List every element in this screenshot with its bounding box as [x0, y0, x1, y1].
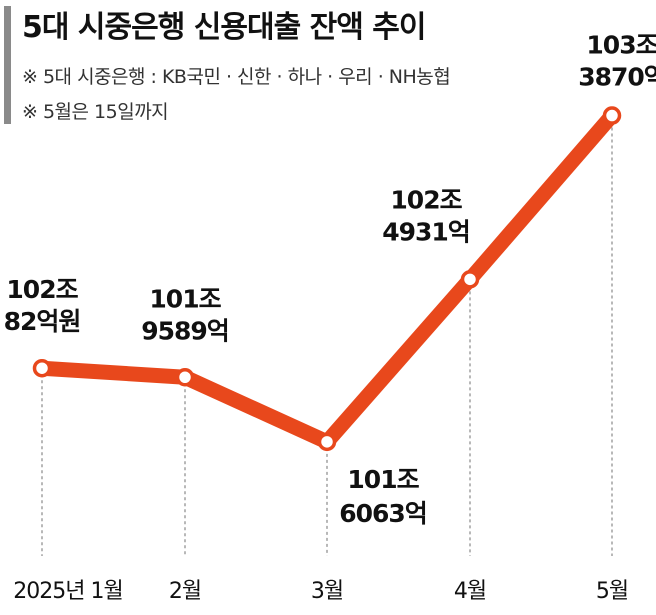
data-label: 102조 82억원: [4, 275, 82, 336]
data-label-trillion: 101조: [149, 284, 221, 313]
x-tick-label: 5월: [596, 579, 628, 604]
x-axis-labels: 2025년 1월 2월 3월 4월 5월: [13, 579, 629, 604]
series-line: [34, 108, 620, 450]
data-label-billion: 9589억: [141, 316, 229, 345]
x-tick-label: 4월: [454, 579, 486, 604]
x-tick-label: 2월: [169, 579, 201, 604]
data-label-billion: 82억원: [4, 307, 81, 336]
data-label-trillion: 103조: [586, 31, 656, 60]
data-point: [32, 358, 52, 378]
data-point: [602, 106, 622, 125]
data-label-trillion: 101조: [347, 465, 419, 494]
chart-title: 5대 시중은행 신용대출 잔액 추이: [22, 10, 426, 45]
data-label: 102조 4931억: [382, 185, 471, 246]
data-label: 101조 6063억: [339, 465, 428, 528]
data-label: 101조 9589억: [141, 284, 230, 345]
data-points: [32, 106, 622, 452]
data-label-trillion: 102조: [390, 185, 462, 214]
guide-lines: [41, 115, 613, 556]
data-label-billion: 4931억: [382, 217, 470, 246]
data-label-trillion: 102조: [6, 275, 78, 304]
data-label: 103조 3870억: [578, 31, 656, 92]
data-labels: 102조 82억원 101조 9589억 101조 6063억 102조 4931억 103조 3…: [4, 31, 656, 528]
note-banks: ※ 5대 시중은행 : KB국민 · 신한 · 하나 · 우리 · NH농협: [22, 66, 451, 88]
title-accent-bar: [4, 6, 11, 124]
note-may-cutoff: ※ 5월은 15일까지: [22, 101, 169, 123]
x-tick-label: 2025년 1월: [13, 579, 122, 604]
x-tick-label: 3월: [311, 579, 343, 604]
data-point: [460, 270, 480, 289]
data-point: [175, 368, 195, 387]
data-label-billion: 3870억: [578, 63, 656, 92]
data-label-billion: 6063억: [339, 499, 427, 528]
data-point: [317, 432, 337, 452]
